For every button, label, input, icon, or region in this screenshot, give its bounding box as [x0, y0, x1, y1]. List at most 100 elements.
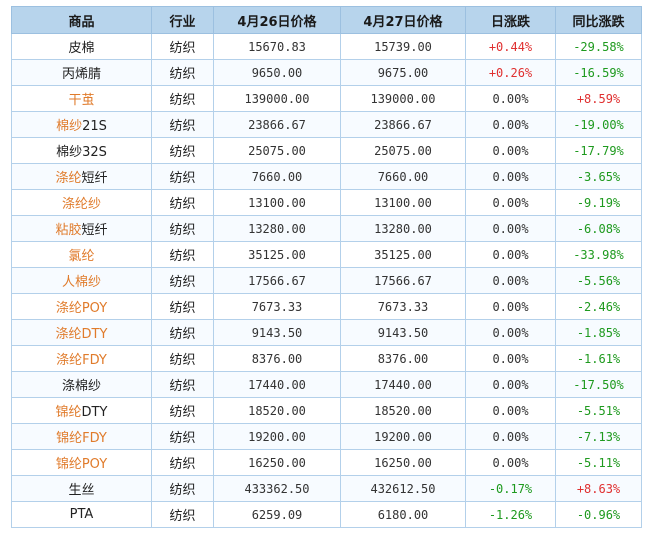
commodity-name-cell: 棉纱32S [11, 137, 152, 164]
commodity-name-link[interactable]: 粘胶 [55, 223, 82, 238]
table-row: 棉纱32S 纺织 25075.00 25075.00 0.00% -17.79% [11, 137, 642, 164]
commodity-name-link[interactable]: 锦纶 [55, 405, 82, 420]
yoy-change-cell: -33.98% [555, 241, 642, 268]
price-0427-cell: 6180.00 [340, 501, 466, 528]
yoy-change-cell: -7.13% [555, 423, 642, 450]
industry-cell: 纺织 [151, 59, 214, 86]
daily-change-cell: -0.17% [465, 475, 556, 502]
price-0427-cell: 17566.67 [340, 267, 466, 294]
yoy-change-cell: -2.46% [555, 293, 642, 320]
commodity-name-cell: 涤纶FDY [11, 345, 152, 372]
commodity-name-link[interactable]: 涤纶POY [55, 301, 108, 316]
commodity-name-link[interactable]: 涤纶FDY [56, 353, 107, 368]
daily-change-cell: 0.00% [465, 267, 556, 294]
daily-change-cell: 0.00% [465, 423, 556, 450]
industry-cell: 纺织 [151, 501, 214, 528]
daily-change-cell: 0.00% [465, 241, 556, 268]
commodity-name-link[interactable]: 涤纶 [55, 171, 82, 186]
commodity-name-cell: 粘胶短纤 [11, 215, 152, 242]
price-0426-cell: 7673.33 [213, 293, 341, 320]
industry-cell: 纺织 [151, 475, 214, 502]
commodity-name-link[interactable]: 人棉纱 [61, 275, 101, 290]
industry-cell: 纺织 [151, 397, 214, 424]
commodity-name-text: DTY [81, 405, 108, 420]
commodity-name-link[interactable]: 锦纶POY [55, 457, 108, 472]
price-0427-cell: 7660.00 [340, 163, 466, 190]
price-0427-cell: 15739.00 [340, 33, 466, 60]
yoy-change-cell: -5.11% [555, 449, 642, 476]
price-0426-cell: 25075.00 [213, 137, 341, 164]
commodity-name-link[interactable]: 锦纶FDY [56, 431, 107, 446]
commodity-name-cell: 涤纶POY [11, 293, 152, 320]
industry-cell: 纺织 [151, 241, 214, 268]
commodity-name-text: PTA [69, 507, 94, 522]
commodity-name-text: 丙烯腈 [61, 67, 101, 82]
price-0427-cell: 23866.67 [340, 111, 466, 138]
commodity-name-cell: 锦纶FDY [11, 423, 152, 450]
table-row: 皮棉 纺织 15670.83 15739.00 +0.44% -29.58% [11, 33, 642, 60]
price-0426-cell: 139000.00 [213, 85, 341, 112]
price-0426-cell: 35125.00 [213, 241, 341, 268]
commodity-name-cell: 皮棉 [11, 33, 152, 60]
price-0426-cell: 7660.00 [213, 163, 341, 190]
price-0427-cell: 25075.00 [340, 137, 466, 164]
price-0427-cell: 13280.00 [340, 215, 466, 242]
table-header-row: 商品 行业 4月26日价格 4月27日价格 日涨跌 同比涨跌 [11, 6, 642, 34]
yoy-change-cell: -5.51% [555, 397, 642, 424]
commodity-name-link[interactable]: 干茧 [68, 93, 95, 108]
commodity-name-link[interactable]: 涤纶DTY [55, 327, 108, 342]
yoy-change-cell: -16.59% [555, 59, 642, 86]
industry-cell: 纺织 [151, 267, 214, 294]
header-price-0426: 4月26日价格 [213, 6, 341, 34]
commodity-name-cell: 棉纱21S [11, 111, 152, 138]
table-row: 涤纶DTY 纺织 9143.50 9143.50 0.00% -1.85% [11, 319, 642, 346]
price-0426-cell: 6259.09 [213, 501, 341, 528]
price-0427-cell: 9675.00 [340, 59, 466, 86]
table-row: 粘胶短纤 纺织 13280.00 13280.00 0.00% -6.08% [11, 215, 642, 242]
daily-change-cell: 0.00% [465, 293, 556, 320]
commodity-name-cell: 氯纶 [11, 241, 152, 268]
yoy-change-cell: -3.65% [555, 163, 642, 190]
price-0426-cell: 8376.00 [213, 345, 341, 372]
header-industry: 行业 [151, 6, 214, 34]
commodity-name-link[interactable]: 涤纶纱 [61, 197, 101, 212]
table-row: 棉纱21S 纺织 23866.67 23866.67 0.00% -19.00% [11, 111, 642, 138]
table-row: 锦纶FDY 纺织 19200.00 19200.00 0.00% -7.13% [11, 423, 642, 450]
commodity-name-text: 皮棉 [68, 41, 95, 56]
yoy-change-cell: -6.08% [555, 215, 642, 242]
price-0426-cell: 13280.00 [213, 215, 341, 242]
table-row: 涤棉纱 纺织 17440.00 17440.00 0.00% -17.50% [11, 371, 642, 398]
commodity-name-text: 21S [82, 119, 107, 134]
price-0426-cell: 9143.50 [213, 319, 341, 346]
commodity-name-cell: 干茧 [11, 85, 152, 112]
commodity-name-cell: 锦纶DTY [11, 397, 152, 424]
price-0426-cell: 13100.00 [213, 189, 341, 216]
industry-cell: 纺织 [151, 319, 214, 346]
commodity-price-table: 商品 行业 4月26日价格 4月27日价格 日涨跌 同比涨跌 皮棉 纺织 15670… [11, 6, 642, 528]
table-row: 氯纶 纺织 35125.00 35125.00 0.00% -33.98% [11, 241, 642, 268]
commodity-name-link[interactable]: 棉纱 [56, 119, 83, 134]
daily-change-cell: +0.26% [465, 59, 556, 86]
yoy-change-cell: -17.79% [555, 137, 642, 164]
daily-change-cell: -1.26% [465, 501, 556, 528]
price-0426-cell: 17566.67 [213, 267, 341, 294]
industry-cell: 纺织 [151, 137, 214, 164]
table-row: 锦纶POY 纺织 16250.00 16250.00 0.00% -5.11% [11, 449, 642, 476]
price-0427-cell: 16250.00 [340, 449, 466, 476]
commodity-name-cell: 涤纶DTY [11, 319, 152, 346]
price-0427-cell: 17440.00 [340, 371, 466, 398]
commodity-name-link[interactable]: 氯纶 [68, 249, 95, 264]
table-row: 丙烯腈 纺织 9650.00 9675.00 +0.26% -16.59% [11, 59, 642, 86]
daily-change-cell: 0.00% [465, 215, 556, 242]
table-row: 人棉纱 纺织 17566.67 17566.67 0.00% -5.56% [11, 267, 642, 294]
daily-change-cell: 0.00% [465, 111, 556, 138]
header-yoy-change: 同比涨跌 [555, 6, 642, 34]
yoy-change-cell: -17.50% [555, 371, 642, 398]
price-0427-cell: 7673.33 [340, 293, 466, 320]
header-commodity: 商品 [11, 6, 152, 34]
table-row: 生丝 纺织 433362.50 432612.50 -0.17% +8.63% [11, 475, 642, 502]
header-price-0427: 4月27日价格 [340, 6, 466, 34]
industry-cell: 纺织 [151, 345, 214, 372]
price-0426-cell: 19200.00 [213, 423, 341, 450]
price-0427-cell: 432612.50 [340, 475, 466, 502]
